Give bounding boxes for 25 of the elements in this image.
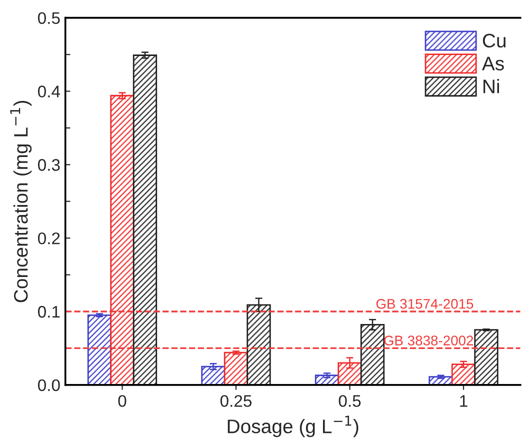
y-tick-label: 0.5 bbox=[38, 12, 60, 24]
bar bbox=[132, 54, 158, 385]
y-tick-label: 0.1 bbox=[38, 306, 60, 318]
y-tick-label: 0.4 bbox=[38, 86, 60, 98]
bar bbox=[110, 94, 134, 385]
bar bbox=[224, 352, 248, 385]
y-axis-title: Concentration (mg L$^{−1}$) bbox=[10, 100, 32, 302]
y-tick-label: 0.3 bbox=[38, 159, 60, 171]
legend-label: Ni bbox=[484, 79, 499, 94]
x-tick-label: 0 bbox=[118, 395, 126, 407]
bar bbox=[201, 366, 226, 385]
bar bbox=[87, 314, 112, 385]
bar bbox=[360, 324, 385, 385]
y-tick-label: 0.2 bbox=[38, 232, 60, 244]
bar bbox=[451, 364, 476, 385]
legend-label: Cu bbox=[482, 34, 506, 48]
ref-line-label: GB 31574-2015 bbox=[376, 298, 474, 309]
bar bbox=[474, 329, 498, 385]
legend-label: As bbox=[482, 56, 504, 70]
x-tick-label: 1 bbox=[460, 395, 468, 407]
x-tick-label: 0.25 bbox=[220, 395, 252, 407]
bar bbox=[338, 362, 362, 385]
x-axis-title: Dosage (g L$^{−1}$) bbox=[228, 416, 358, 438]
x-tick-label: 0.5 bbox=[338, 395, 361, 407]
y-tick-label: 0.0 bbox=[38, 379, 60, 392]
